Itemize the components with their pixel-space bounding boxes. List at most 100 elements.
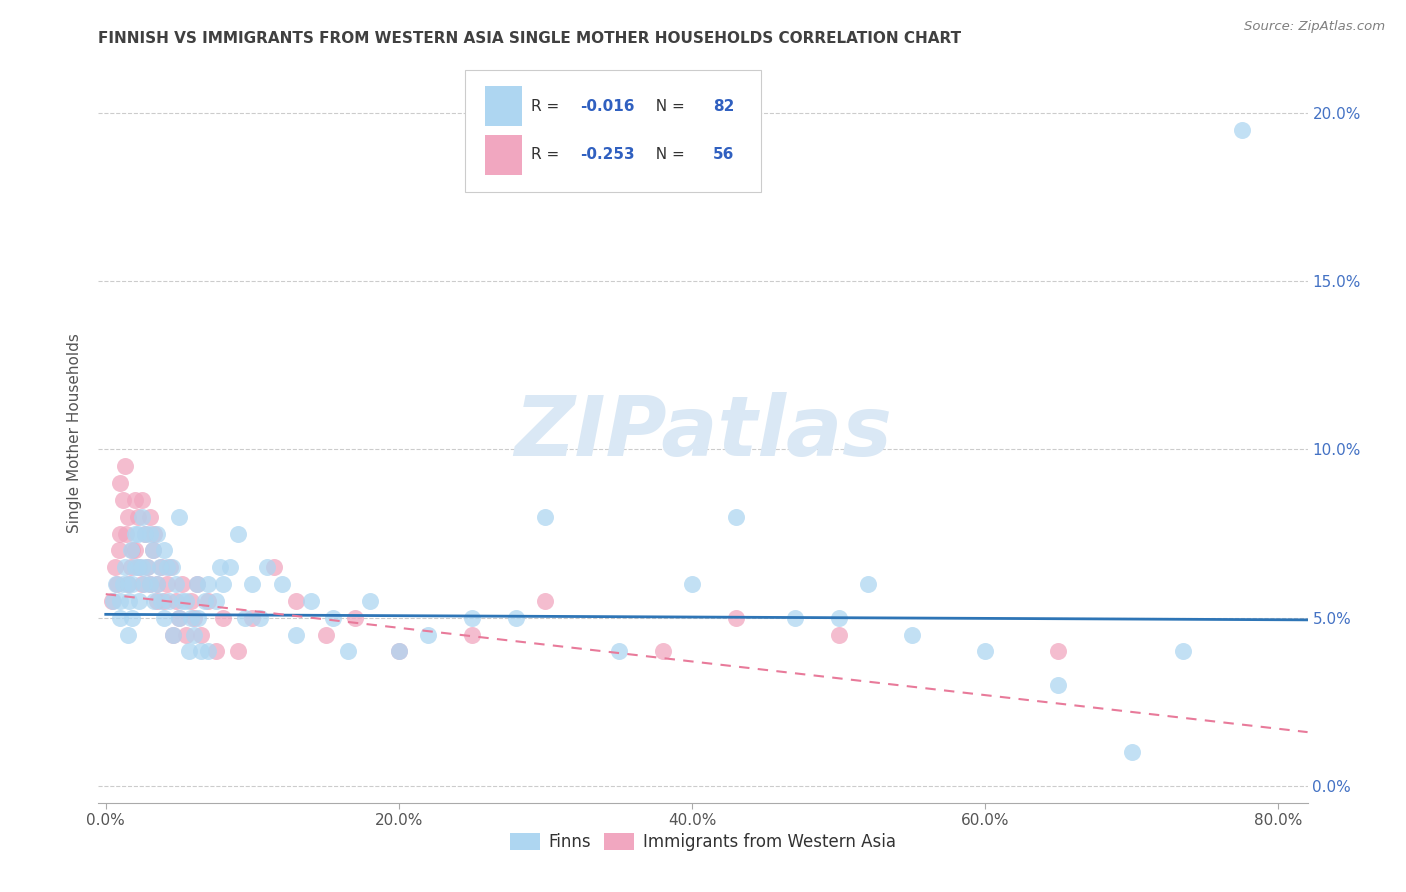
- Point: [156, 577, 179, 591]
- Point: [388, 644, 411, 658]
- Text: -0.016: -0.016: [579, 99, 634, 113]
- Y-axis label: Single Mother Households: Single Mother Households: [67, 333, 83, 533]
- Point: [418, 627, 440, 641]
- Text: R =: R =: [531, 99, 564, 113]
- Point: [157, 594, 180, 608]
- Point: [187, 610, 209, 624]
- Point: [114, 560, 136, 574]
- Point: [212, 577, 235, 591]
- Point: [827, 627, 849, 641]
- Point: [135, 560, 157, 574]
- Point: [114, 459, 136, 474]
- Point: [121, 543, 143, 558]
- Point: [176, 594, 198, 608]
- Point: [150, 560, 173, 574]
- Point: [1047, 678, 1070, 692]
- Point: [159, 560, 181, 574]
- Point: [110, 610, 132, 624]
- Point: [197, 577, 219, 591]
- Point: [127, 526, 149, 541]
- Point: [209, 560, 232, 574]
- Point: [110, 526, 132, 541]
- Point: [270, 577, 292, 591]
- Point: [138, 577, 160, 591]
- Point: [153, 594, 176, 608]
- Point: [167, 610, 190, 624]
- Point: [162, 627, 184, 641]
- Point: [240, 610, 263, 624]
- Point: [142, 543, 165, 558]
- Point: [180, 594, 202, 608]
- Point: [183, 610, 205, 624]
- Text: 56: 56: [713, 147, 734, 162]
- Point: [135, 560, 157, 574]
- Point: [827, 610, 849, 624]
- Legend: Finns, Immigrants from Western Asia: Finns, Immigrants from Western Asia: [503, 826, 903, 857]
- Point: [534, 509, 557, 524]
- Point: [186, 577, 208, 591]
- Point: [124, 543, 146, 558]
- Point: [124, 526, 146, 541]
- Text: FINNISH VS IMMIGRANTS FROM WESTERN ASIA SINGLE MOTHER HOUSEHOLDS CORRELATION CHA: FINNISH VS IMMIGRANTS FROM WESTERN ASIA …: [98, 31, 962, 46]
- Point: [1230, 122, 1253, 136]
- Point: [186, 577, 208, 591]
- Point: [681, 577, 703, 591]
- Point: [110, 594, 132, 608]
- Point: [607, 644, 630, 658]
- Point: [285, 594, 308, 608]
- Point: [131, 577, 153, 591]
- Point: [121, 610, 143, 624]
- Point: [856, 577, 879, 591]
- Point: [167, 610, 190, 624]
- Point: [153, 610, 176, 624]
- Point: [724, 509, 747, 524]
- Point: [121, 577, 143, 591]
- Point: [108, 543, 131, 558]
- Point: [461, 610, 484, 624]
- Point: [170, 577, 193, 591]
- Point: [197, 594, 219, 608]
- Point: [112, 492, 135, 507]
- Point: [134, 526, 156, 541]
- Point: [124, 560, 146, 574]
- Point: [128, 594, 150, 608]
- Point: [901, 627, 924, 641]
- Point: [146, 594, 169, 608]
- Point: [388, 644, 411, 658]
- Point: [226, 526, 249, 541]
- Point: [204, 594, 226, 608]
- Point: [131, 492, 153, 507]
- Point: [359, 594, 381, 608]
- Text: Source: ZipAtlas.com: Source: ZipAtlas.com: [1244, 20, 1385, 33]
- Text: ZIPatlas: ZIPatlas: [515, 392, 891, 473]
- Point: [336, 644, 359, 658]
- Point: [194, 594, 217, 608]
- Point: [131, 560, 153, 574]
- Point: [117, 509, 139, 524]
- Point: [1121, 745, 1143, 759]
- Point: [197, 644, 219, 658]
- Point: [138, 577, 160, 591]
- Point: [120, 560, 142, 574]
- Point: [101, 594, 124, 608]
- Text: R =: R =: [531, 147, 564, 162]
- Point: [219, 560, 242, 574]
- FancyBboxPatch shape: [465, 70, 761, 192]
- Point: [783, 610, 806, 624]
- Point: [117, 577, 139, 591]
- Point: [127, 509, 149, 524]
- Point: [505, 610, 527, 624]
- Text: 82: 82: [713, 99, 734, 113]
- Point: [143, 526, 166, 541]
- Point: [190, 627, 212, 641]
- Point: [156, 560, 179, 574]
- Point: [110, 476, 132, 491]
- Point: [315, 627, 337, 641]
- Point: [322, 610, 344, 624]
- Point: [343, 610, 366, 624]
- Point: [204, 644, 226, 658]
- Point: [1047, 644, 1070, 658]
- Point: [143, 594, 166, 608]
- Point: [128, 560, 150, 574]
- Point: [149, 560, 172, 574]
